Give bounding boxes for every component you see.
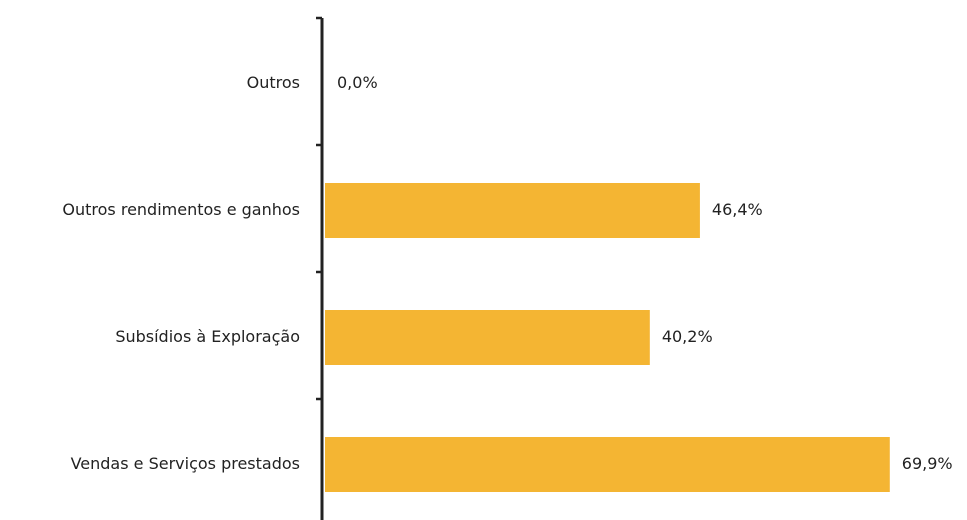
bar	[325, 310, 650, 365]
data-label: 40,2%	[662, 327, 713, 346]
data-label: 46,4%	[712, 200, 763, 219]
bar	[325, 183, 700, 238]
category-label: Subsídios à Exploração	[115, 327, 300, 346]
category-label: Outros rendimentos e ganhos	[62, 200, 300, 219]
category-label: Outros	[247, 73, 300, 92]
bar	[325, 437, 890, 492]
category-label: Vendas e Serviços prestados	[71, 454, 300, 473]
data-label: 0,0%	[337, 73, 378, 92]
data-label: 69,9%	[902, 454, 953, 473]
